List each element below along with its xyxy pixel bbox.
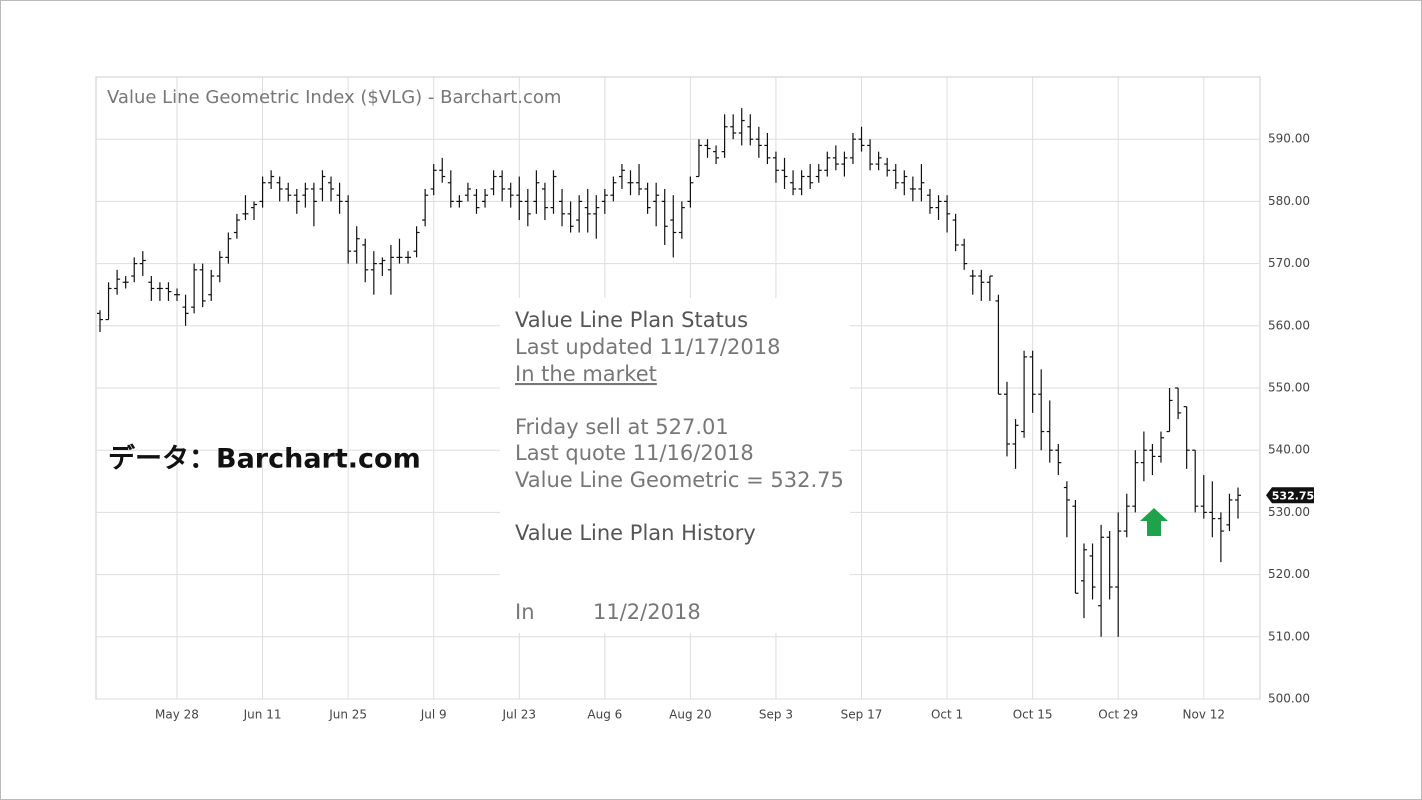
y-tick-label: 560.00 <box>1268 318 1310 332</box>
panel-status: In the market <box>515 362 657 386</box>
y-tick-label: 500.00 <box>1268 692 1310 706</box>
x-tick-label: Aug 20 <box>669 708 712 722</box>
panel-sell: Friday sell at 527.01 <box>515 415 729 439</box>
x-tick-label: May 28 <box>155 708 199 722</box>
y-tick-label: 590.00 <box>1268 132 1310 146</box>
chart-title: Value Line Geometric Index ($VLG) - Barc… <box>107 87 561 108</box>
x-tick-label: Oct 15 <box>1013 708 1053 722</box>
y-tick-label: 530.00 <box>1268 505 1310 519</box>
y-tick-label: 550.00 <box>1268 381 1310 395</box>
x-tick-label: Oct 29 <box>1098 708 1138 722</box>
panel-updated: Last updated 11/17/2018 <box>515 335 780 359</box>
price-tag-box <box>1266 487 1314 504</box>
panel-quote: Last quote 11/16/2018 <box>515 441 754 465</box>
y-tick-label: 540.00 <box>1268 443 1310 457</box>
history-date: 11/2/2018 <box>593 600 701 624</box>
price-tag: 532.75 <box>1266 487 1314 504</box>
grid: 500.00 510.00 520.00 530.00 540.00 550.00 560.… <box>96 77 1310 722</box>
signal-arrow <box>1140 508 1168 536</box>
y-tick-label: 580.00 <box>1268 194 1310 208</box>
y-tick-label: 520.00 <box>1268 567 1310 581</box>
y-tick-label: 510.00 <box>1268 629 1310 643</box>
history-action: In <box>515 600 535 624</box>
y-tick-label: 570.00 <box>1268 256 1310 270</box>
panel-history-title: Value Line Plan History <box>515 521 756 545</box>
x-tick-label: Sep 3 <box>759 708 793 722</box>
x-tick-label: Jul 23 <box>501 708 536 722</box>
x-tick-label: Aug 6 <box>587 708 622 722</box>
x-tick-label: Jun 11 <box>243 708 282 722</box>
x-tick-label: Jul 9 <box>420 708 447 722</box>
status-panel: Value Line Plan Status Last updated 11/1… <box>500 298 850 633</box>
price-tag-label: 532.75 <box>1272 489 1314 502</box>
panel-title: Value Line Plan Status <box>515 308 748 332</box>
x-tick-label: Sep 17 <box>841 708 883 722</box>
panel-index: Value Line Geometric = 532.75 <box>515 468 844 492</box>
panel-background <box>500 298 850 633</box>
x-tick-label: Oct 1 <box>931 708 963 722</box>
bars <box>97 108 1241 637</box>
x-tick-label: Jun 25 <box>328 708 367 722</box>
x-tick-label: Nov 12 <box>1183 708 1226 722</box>
source-note: データ：Barchart.com <box>108 443 421 475</box>
